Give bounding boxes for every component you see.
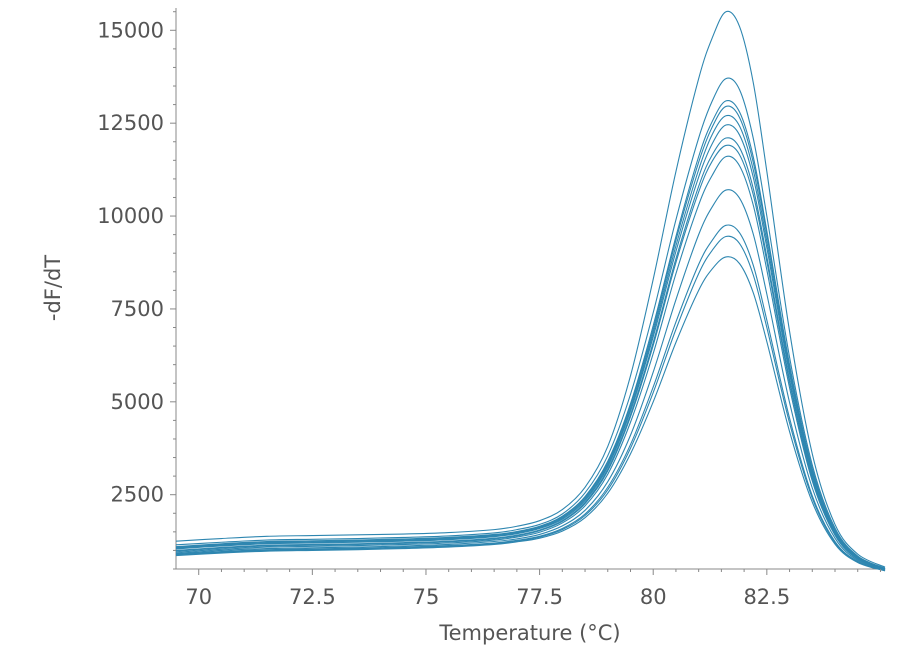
series-line-11 <box>175 224 886 572</box>
series-line-8 <box>175 144 886 571</box>
y-axis-title: -dF/dT <box>41 255 65 321</box>
plot-area: 70 72.5 75 77.5 80 82.5 2500 5000 7500 10000 1250… <box>97 8 886 609</box>
series-line-4 <box>175 105 886 570</box>
series-line-13 <box>175 256 886 572</box>
y-tick-label: 7500 <box>111 297 164 321</box>
series-line-7 <box>175 137 886 570</box>
y-tick-label: 5000 <box>111 390 164 414</box>
x-tick-label: 80 <box>640 585 667 609</box>
x-axis-ticks: 70 72.5 75 77.5 80 82.5 <box>185 569 881 609</box>
x-tick-label: 70 <box>185 585 212 609</box>
series-line-10 <box>175 189 886 571</box>
y-tick-label: 15000 <box>97 18 164 42</box>
series-line-5 <box>175 114 886 570</box>
series-line-6 <box>175 124 886 570</box>
series-line-12 <box>175 235 886 572</box>
x-tick-label: 75 <box>413 585 440 609</box>
series-line-9 <box>175 155 886 571</box>
y-tick-label: 12500 <box>97 111 164 135</box>
x-tick-label: 77.5 <box>516 585 563 609</box>
y-axis-ticks: 2500 5000 7500 10000 12500 15000 <box>97 11 176 570</box>
y-tick-label: 2500 <box>111 483 164 507</box>
x-tick-label: 72.5 <box>289 585 336 609</box>
series-group <box>175 10 886 572</box>
series-line-2 <box>175 77 886 569</box>
y-tick-label: 10000 <box>97 204 164 228</box>
x-axis-title: Temperature (°C) <box>438 621 620 645</box>
series-line-1 <box>175 10 886 568</box>
x-tick-label: 82.5 <box>743 585 790 609</box>
